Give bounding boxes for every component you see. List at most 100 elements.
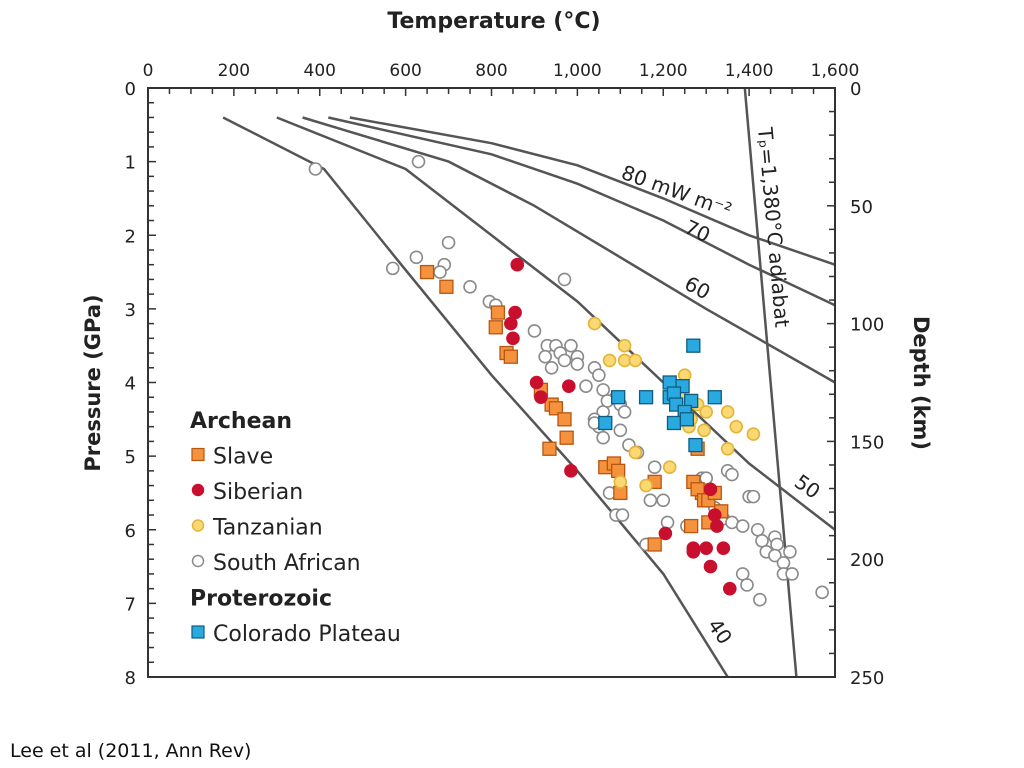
point-south_african — [656, 493, 671, 508]
x-tick-label: 1,200 — [639, 61, 688, 81]
point-slave — [439, 279, 454, 294]
point-colorado — [666, 415, 682, 431]
point-south_african — [617, 405, 632, 419]
legend-marker-south_african — [191, 554, 205, 568]
y-tick-label: 2 — [125, 226, 136, 247]
x-tick-label: 400 — [304, 61, 336, 81]
point-slave — [559, 430, 574, 445]
y2-tick-label: 0 — [850, 79, 861, 100]
point-south_african — [564, 338, 578, 353]
y-tick-label: 1 — [125, 153, 136, 174]
point-tanzanian — [720, 441, 735, 456]
point-tanzanian — [729, 419, 744, 434]
point-tanzanian — [697, 423, 711, 438]
point-siberian — [529, 375, 544, 390]
point-south_african — [725, 467, 739, 482]
geotherm-40 — [222, 116, 729, 678]
point-siberian — [686, 545, 701, 559]
y2-tick-label: 50 — [850, 197, 873, 218]
point-south_african — [409, 250, 424, 265]
y2-tick-label: 200 — [850, 550, 884, 571]
point-south_african — [770, 537, 784, 552]
point-south_african — [538, 349, 552, 364]
point-south_african — [308, 162, 323, 176]
geotherm-80 — [349, 116, 836, 266]
x-tick-label: 1,400 — [725, 61, 774, 81]
point-siberian — [564, 464, 578, 478]
point-south_african — [557, 353, 572, 368]
point-siberian — [699, 541, 713, 555]
point-siberian — [658, 526, 673, 541]
geotherm-50 — [276, 116, 836, 531]
point-tanzanian — [587, 316, 602, 331]
point-siberian — [723, 581, 737, 596]
point-south_african — [385, 261, 400, 276]
point-slave — [503, 349, 518, 364]
point-south_african — [433, 265, 447, 279]
y-tick-label: 5 — [125, 447, 136, 468]
point-south_african — [441, 235, 456, 250]
legend-label-slave: Slave — [213, 445, 273, 470]
point-tanzanian — [617, 338, 632, 353]
point-siberian — [561, 379, 576, 393]
point-south_african — [740, 578, 754, 592]
point-south_african — [735, 519, 750, 533]
geotherm-label: 70 — [681, 215, 714, 248]
legend-marker-tanzanian — [191, 519, 205, 532]
point-slave — [647, 537, 662, 552]
legend-label-south_african: South African — [213, 551, 361, 576]
point-south_african — [660, 515, 675, 530]
x-tick-label: 200 — [218, 61, 250, 81]
point-south_african — [596, 430, 610, 445]
adiabat-label: Tₚ=1,380°C adiabat — [753, 125, 794, 328]
geotherm-60 — [302, 116, 836, 384]
data-points — [308, 154, 829, 607]
legend: Archean Slave Siberian Tanzanian South Afric… — [190, 409, 401, 647]
point-siberian — [534, 390, 548, 405]
point-south_african — [463, 279, 477, 294]
point-colorado — [638, 390, 654, 405]
point-south_african — [613, 423, 628, 438]
point-south_african — [768, 548, 782, 563]
point-tanzanian — [639, 478, 653, 493]
y-tick-label: 6 — [125, 521, 136, 542]
y-tick-label: 4 — [125, 374, 136, 395]
point-tanzanian — [628, 445, 643, 460]
point-south_african — [643, 493, 658, 508]
point-south_african — [527, 324, 542, 338]
point-colorado — [598, 415, 613, 431]
point-tanzanian — [613, 475, 628, 489]
geotherm-70 — [328, 116, 836, 307]
point-colorado — [707, 390, 722, 405]
point-south_african — [579, 379, 593, 393]
point-slave — [488, 320, 503, 335]
point-south_african — [815, 585, 829, 600]
geotherm-label: 80 mW m⁻² — [618, 160, 735, 222]
x-tick-label: 0 — [143, 61, 154, 81]
legend-marker-slave — [191, 447, 205, 462]
y-tick-label: 3 — [125, 300, 136, 321]
y2-tick-label: 100 — [850, 315, 884, 336]
point-south_african — [785, 567, 799, 581]
legend-label-siberian: Siberian — [213, 480, 303, 505]
point-south_african — [411, 154, 426, 169]
point-south_african — [776, 556, 791, 570]
point-slave — [490, 305, 506, 320]
point-slave — [542, 441, 557, 456]
point-tanzanian — [720, 405, 735, 419]
y2-tick-label: 250 — [850, 668, 884, 689]
point-colorado — [686, 338, 701, 353]
point-siberian — [707, 508, 722, 522]
point-tanzanian — [602, 353, 617, 368]
point-colorado — [611, 390, 626, 405]
point-south_african — [647, 460, 662, 474]
point-siberian — [703, 559, 718, 574]
point-siberian — [506, 331, 520, 346]
point-south_african — [755, 533, 769, 548]
y-tick-label: 8 — [125, 668, 136, 689]
point-slave — [684, 518, 699, 534]
legend-label-tanzanian: Tanzanian — [212, 516, 323, 541]
point-south_african — [783, 545, 797, 559]
point-tanzanian — [628, 353, 643, 368]
